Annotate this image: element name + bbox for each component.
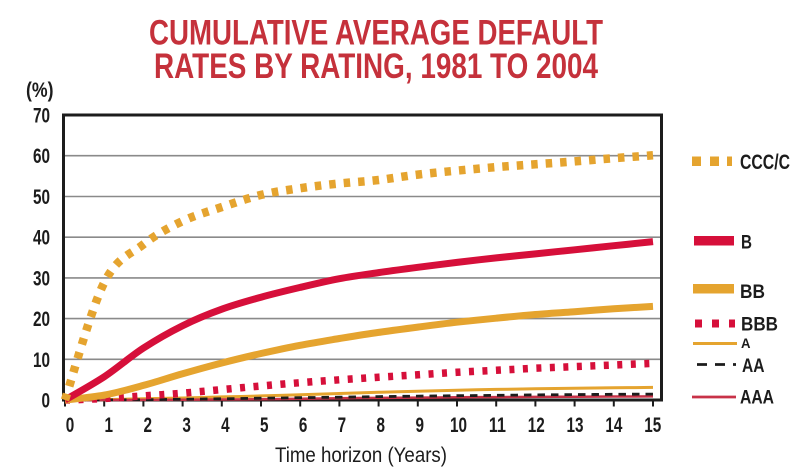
svg-text:20: 20 (33, 308, 50, 331)
svg-text:9: 9 (415, 414, 424, 437)
svg-text:5: 5 (260, 414, 269, 437)
svg-text:11: 11 (489, 414, 506, 437)
svg-text:12: 12 (528, 414, 545, 437)
svg-text:CUMULATIVE AVERAGE DEFAULT: CUMULATIVE AVERAGE DEFAULT (149, 14, 603, 53)
svg-text:6: 6 (299, 414, 308, 437)
svg-text:14: 14 (605, 414, 622, 437)
svg-text:10: 10 (33, 349, 50, 372)
svg-text:0: 0 (42, 390, 51, 413)
svg-text:60: 60 (33, 145, 50, 168)
svg-text:8: 8 (377, 414, 386, 437)
svg-text:BB: BB (740, 281, 765, 303)
svg-text:4: 4 (221, 414, 230, 437)
svg-text:BBB: BBB (741, 314, 778, 336)
svg-text:A: A (741, 336, 751, 351)
svg-text:AAA: AAA (740, 387, 774, 409)
svg-text:15: 15 (644, 414, 661, 437)
svg-text:(%): (%) (26, 79, 54, 102)
svg-text:B: B (741, 232, 752, 254)
svg-text:13: 13 (567, 414, 584, 437)
svg-text:7: 7 (338, 414, 347, 437)
svg-text:0: 0 (66, 414, 75, 437)
svg-text:RATES BY RATING, 1981 TO 2004: RATES BY RATING, 1981 TO 2004 (154, 47, 598, 86)
svg-text:3: 3 (182, 414, 191, 437)
svg-text:2: 2 (143, 414, 152, 437)
svg-text:AA: AA (742, 355, 765, 377)
svg-text:50: 50 (33, 186, 50, 209)
svg-text:CCC/C: CCC/C (740, 151, 790, 174)
svg-text:30: 30 (33, 267, 50, 290)
svg-text:1: 1 (105, 414, 114, 437)
svg-text:10: 10 (450, 414, 467, 437)
svg-text:Time horizon (Years): Time horizon (Years) (275, 444, 447, 467)
svg-text:40: 40 (33, 227, 50, 250)
svg-text:70: 70 (33, 105, 50, 128)
